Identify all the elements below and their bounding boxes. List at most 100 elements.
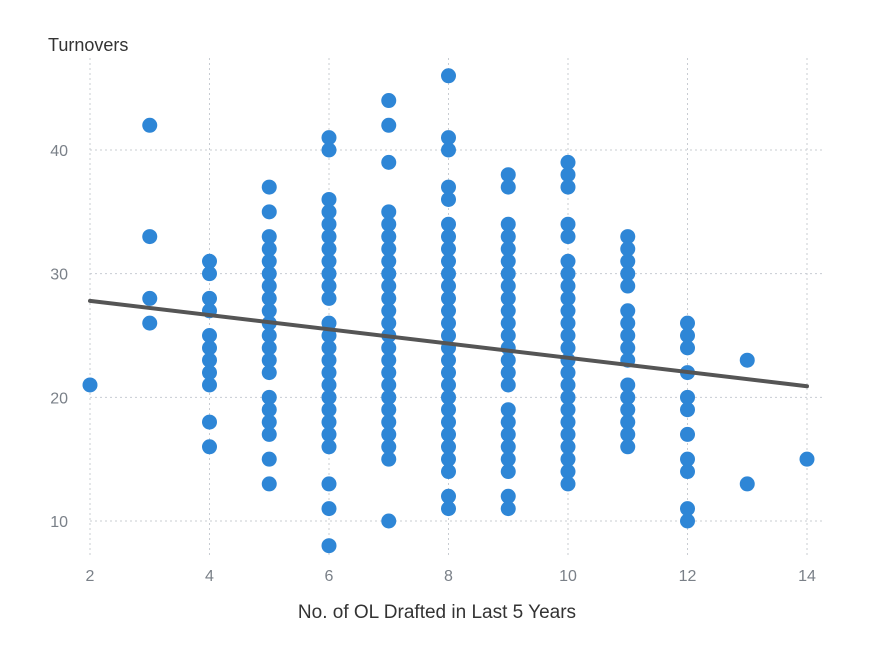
data-point bbox=[321, 340, 337, 356]
data-point bbox=[261, 402, 277, 418]
data-point bbox=[560, 229, 576, 245]
data-point bbox=[321, 204, 337, 220]
data-point bbox=[560, 216, 576, 232]
data-point bbox=[202, 414, 217, 430]
data-point bbox=[441, 229, 456, 245]
data-point bbox=[680, 501, 695, 517]
data-point bbox=[321, 229, 337, 245]
data-point bbox=[500, 278, 516, 294]
data-point bbox=[441, 68, 456, 84]
x-axis-ticks: 2 4 6 8 10 12 14 bbox=[86, 568, 816, 585]
data-point bbox=[500, 439, 516, 455]
data-point bbox=[261, 253, 277, 269]
data-point bbox=[441, 266, 456, 282]
x-tick-label: 10 bbox=[559, 568, 577, 585]
data-point bbox=[261, 303, 277, 319]
data-point bbox=[500, 216, 516, 232]
data-point bbox=[500, 167, 516, 183]
grid bbox=[89, 58, 825, 558]
x-tick-label: 4 bbox=[205, 568, 214, 585]
data-point bbox=[739, 352, 755, 368]
data-point bbox=[321, 501, 337, 517]
data-point bbox=[441, 414, 456, 430]
data-point bbox=[321, 253, 337, 269]
data-point bbox=[560, 451, 576, 467]
data-point bbox=[321, 352, 337, 368]
data-point bbox=[321, 142, 337, 158]
data-point bbox=[202, 352, 217, 368]
data-point bbox=[261, 229, 277, 245]
data-point bbox=[560, 328, 576, 343]
data-point bbox=[500, 365, 516, 381]
data-point bbox=[441, 315, 456, 331]
data-point bbox=[500, 179, 516, 195]
data-point bbox=[321, 365, 337, 381]
data-point bbox=[560, 389, 576, 405]
data-point bbox=[142, 117, 158, 133]
data-point bbox=[500, 451, 516, 467]
data-point bbox=[261, 179, 277, 195]
data-point bbox=[321, 476, 337, 492]
data-point bbox=[500, 501, 516, 517]
data-point bbox=[202, 290, 217, 306]
data-point bbox=[500, 377, 516, 393]
data-point bbox=[560, 377, 576, 393]
data-point bbox=[441, 191, 456, 207]
y-axis-label: Turnovers bbox=[48, 35, 129, 55]
data-point bbox=[620, 266, 636, 282]
data-point bbox=[321, 266, 337, 282]
data-point bbox=[799, 451, 815, 467]
data-point bbox=[680, 402, 695, 418]
data-point bbox=[441, 352, 456, 368]
data-point bbox=[321, 216, 337, 232]
data-point bbox=[620, 303, 636, 319]
trendline bbox=[88, 298, 809, 389]
data-point bbox=[381, 154, 397, 170]
x-tick-label: 14 bbox=[798, 568, 816, 585]
data-point bbox=[261, 414, 277, 430]
data-point bbox=[381, 241, 397, 257]
data-point bbox=[321, 389, 337, 405]
data-point bbox=[560, 439, 576, 455]
data-point bbox=[202, 253, 217, 269]
data-point bbox=[441, 328, 456, 343]
y-tick-label: 10 bbox=[50, 514, 68, 531]
x-axis-label: No. of OL Drafted in Last 5 Years bbox=[297, 602, 577, 623]
data-point bbox=[500, 315, 516, 331]
data-point bbox=[441, 377, 456, 393]
data-point bbox=[441, 402, 456, 418]
data-point bbox=[381, 414, 397, 430]
data-point bbox=[381, 315, 397, 331]
data-point bbox=[560, 278, 576, 294]
data-point bbox=[381, 352, 397, 368]
data-point bbox=[202, 340, 217, 356]
data-point bbox=[560, 303, 576, 319]
data-point bbox=[500, 402, 516, 418]
x-tick-label: 8 bbox=[444, 568, 453, 585]
data-point bbox=[441, 130, 456, 146]
data-point bbox=[500, 464, 516, 480]
data-point bbox=[321, 377, 337, 393]
data-point bbox=[441, 278, 456, 294]
x-tick-label: 2 bbox=[86, 568, 95, 585]
data-point bbox=[321, 191, 337, 207]
data-point bbox=[441, 290, 456, 306]
data-point bbox=[321, 414, 337, 430]
data-point bbox=[321, 241, 337, 257]
data-point bbox=[560, 266, 576, 282]
y-axis-ticks: 10 20 30 40 bbox=[50, 143, 68, 531]
data-point bbox=[381, 377, 397, 393]
data-point bbox=[620, 328, 636, 343]
data-point bbox=[500, 229, 516, 245]
trendline-layer bbox=[88, 298, 809, 389]
data-point bbox=[261, 290, 277, 306]
data-point bbox=[381, 204, 397, 220]
data-point bbox=[261, 204, 277, 220]
data-point bbox=[500, 303, 516, 319]
data-point bbox=[560, 167, 576, 183]
data-point bbox=[680, 340, 695, 356]
data-point bbox=[560, 154, 576, 170]
data-point bbox=[620, 315, 636, 331]
data-point bbox=[441, 241, 456, 257]
